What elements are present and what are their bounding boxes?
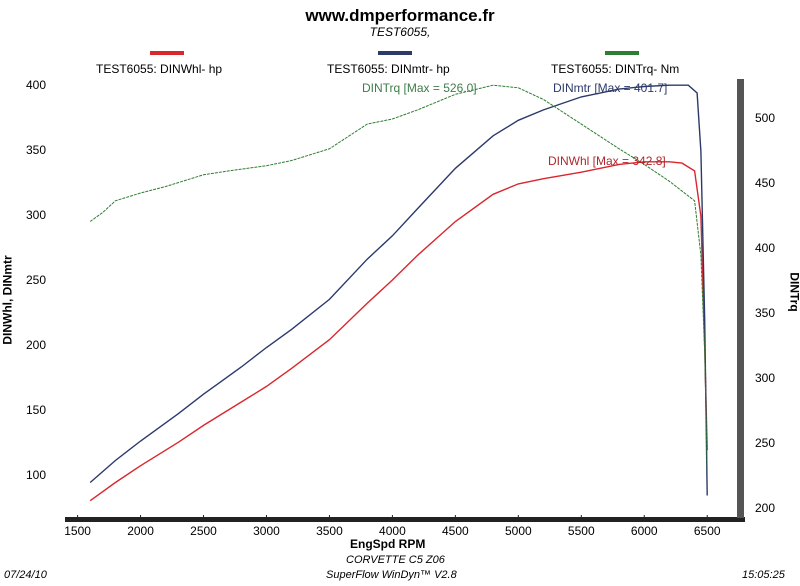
legend-label-whl: TEST6055: DINWhl- hp (96, 62, 223, 76)
legend-swatch-trq (605, 51, 639, 55)
x-tick-label: 5000 (504, 524, 532, 538)
series-line-dinmtr (89, 84, 708, 496)
series-layer (89, 84, 708, 502)
annotation-trq-max: DINTrq [Max = 526.0] (362, 81, 477, 95)
legend-swatch-mtr (378, 51, 412, 55)
y-axis-label: DINWhl, DINmtr (0, 255, 15, 345)
x-tick-label: 4000 (379, 524, 406, 538)
car-model: CORVETTE C5 Z06 (346, 554, 445, 566)
annotation-mtr-max: DINmtr [Max = 401.7] (553, 81, 668, 95)
y2-tick-label: 200 (755, 500, 776, 515)
software-name: SuperFlow WinDyn™ V2.8 (326, 569, 457, 581)
x-tick-label: 6500 (693, 524, 721, 538)
legend-swatch-whl (150, 51, 184, 55)
y2-tick-label: 350 (755, 305, 776, 320)
x-tick-label: 2000 (127, 524, 154, 538)
x-tick-label: 3000 (253, 524, 280, 538)
y2-axis-bar (737, 79, 744, 518)
legend-label-trq: TEST6055: DINTrq- Nm (551, 62, 680, 76)
x-tick-marks (77, 515, 708, 519)
x-tick-label: 3500 (316, 524, 343, 538)
annotation-whl-max: DINWhl [Max = 342.8] (548, 154, 666, 168)
y-tick-label: 200 (25, 338, 46, 353)
y2-tick-label: 400 (755, 240, 776, 255)
y2-tick-label: 450 (755, 175, 776, 190)
y2-tick-label: 500 (755, 110, 776, 125)
site-title: www.dmperformance.fr (305, 6, 495, 25)
y-tick-label: 300 (25, 208, 46, 223)
y-tick-label: 150 (25, 403, 46, 418)
y2-axis-label: DINTrq (787, 272, 800, 312)
x-tick-label: 5500 (567, 524, 595, 538)
x-tick-label: 6000 (630, 524, 658, 538)
x-axis-bar (65, 517, 745, 522)
y-tick-label: 100 (25, 468, 46, 483)
series-line-dintrq (89, 84, 708, 470)
y2-tick-label: 300 (755, 370, 776, 385)
y2-tick-label: 250 (755, 435, 776, 450)
run-time: 15:05:25 (742, 569, 785, 581)
legend-label-mtr: TEST6055: DINmtr- hp (327, 62, 450, 76)
x-tick-label: 2500 (190, 524, 217, 538)
x-tick-label: 4500 (442, 524, 469, 538)
y-tick-label: 350 (25, 143, 46, 158)
x-axis-label: EngSpd RPM (350, 537, 426, 551)
series-line-dinwhl (89, 161, 708, 502)
run-date: 07/24/10 (4, 569, 47, 581)
x-tick-label: 1500 (64, 524, 91, 538)
y-tick-label: 250 (25, 273, 46, 288)
test-id: TEST6055, (369, 25, 431, 39)
y-tick-label: 400 (25, 78, 46, 93)
